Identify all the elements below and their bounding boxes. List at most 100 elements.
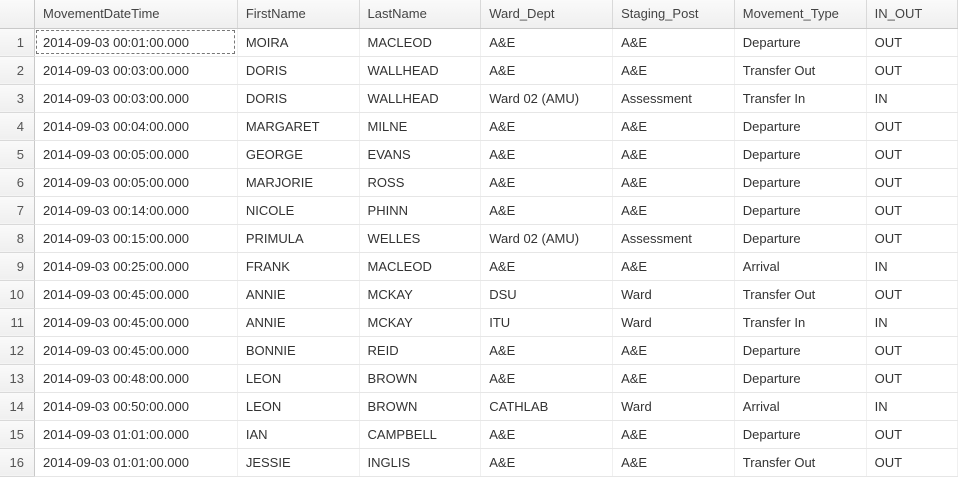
column-header-movementType[interactable]: Movement_Type bbox=[734, 0, 866, 28]
cell-wardDept[interactable]: A&E bbox=[481, 112, 613, 140]
cell-lastName[interactable]: INGLIS bbox=[359, 448, 481, 476]
cell-firstName[interactable]: LEON bbox=[237, 364, 359, 392]
cell-stagingPost[interactable]: A&E bbox=[613, 56, 735, 84]
cell-inOut[interactable]: IN bbox=[866, 252, 957, 280]
cell-movementType[interactable]: Departure bbox=[734, 140, 866, 168]
column-header-inOut[interactable]: IN_OUT bbox=[866, 0, 957, 28]
cell-firstName[interactable]: BONNIE bbox=[237, 336, 359, 364]
cell-movementDateTime[interactable]: 2014-09-03 01:01:00.000 bbox=[34, 420, 237, 448]
cell-movementDateTime[interactable]: 2014-09-03 00:50:00.000 bbox=[34, 392, 237, 420]
cell-wardDept[interactable]: A&E bbox=[481, 364, 613, 392]
row-number[interactable]: 10 bbox=[0, 280, 34, 308]
cell-inOut[interactable]: OUT bbox=[866, 336, 957, 364]
cell-inOut[interactable]: OUT bbox=[866, 28, 957, 56]
table-row[interactable]: 162014-09-03 01:01:00.000JESSIEINGLISA&E… bbox=[0, 448, 958, 476]
cell-inOut[interactable]: OUT bbox=[866, 140, 957, 168]
cell-stagingPost[interactable]: Ward bbox=[613, 392, 735, 420]
cell-lastName[interactable]: WELLES bbox=[359, 224, 481, 252]
cell-wardDept[interactable]: Ward 02 (AMU) bbox=[481, 224, 613, 252]
cell-inOut[interactable]: OUT bbox=[866, 280, 957, 308]
row-number[interactable]: 6 bbox=[0, 168, 34, 196]
cell-stagingPost[interactable]: Assessment bbox=[613, 224, 735, 252]
cell-firstName[interactable]: MARJORIE bbox=[237, 168, 359, 196]
cell-movementType[interactable]: Departure bbox=[734, 420, 866, 448]
cell-firstName[interactable]: ANNIE bbox=[237, 280, 359, 308]
cell-inOut[interactable]: OUT bbox=[866, 420, 957, 448]
results-grid[interactable]: MovementDateTimeFirstNameLastNameWard_De… bbox=[0, 0, 958, 477]
row-number[interactable]: 2 bbox=[0, 56, 34, 84]
cell-movementDateTime[interactable]: 2014-09-03 00:45:00.000 bbox=[34, 308, 237, 336]
cell-wardDept[interactable]: A&E bbox=[481, 140, 613, 168]
cell-lastName[interactable]: EVANS bbox=[359, 140, 481, 168]
cell-firstName[interactable]: NICOLE bbox=[237, 196, 359, 224]
row-number[interactable]: 3 bbox=[0, 84, 34, 112]
cell-movementType[interactable]: Departure bbox=[734, 224, 866, 252]
cell-firstName[interactable]: JESSIE bbox=[237, 448, 359, 476]
cell-movementType[interactable]: Arrival bbox=[734, 392, 866, 420]
cell-movementDateTime[interactable]: 2014-09-03 00:04:00.000 bbox=[34, 112, 237, 140]
cell-firstName[interactable]: DORIS bbox=[237, 56, 359, 84]
column-header-movementDateTime[interactable]: MovementDateTime bbox=[34, 0, 237, 28]
cell-wardDept[interactable]: A&E bbox=[481, 336, 613, 364]
row-number[interactable]: 14 bbox=[0, 392, 34, 420]
cell-stagingPost[interactable]: A&E bbox=[613, 336, 735, 364]
cell-stagingPost[interactable]: A&E bbox=[613, 420, 735, 448]
table-row[interactable]: 12014-09-03 00:01:00.000MOIRAMACLEODA&EA… bbox=[0, 28, 958, 56]
cell-lastName[interactable]: MACLEOD bbox=[359, 28, 481, 56]
cell-firstName[interactable]: IAN bbox=[237, 420, 359, 448]
cell-lastName[interactable]: MILNE bbox=[359, 112, 481, 140]
cell-lastName[interactable]: MCKAY bbox=[359, 308, 481, 336]
cell-stagingPost[interactable]: A&E bbox=[613, 168, 735, 196]
table-row[interactable]: 122014-09-03 00:45:00.000BONNIEREIDA&EA&… bbox=[0, 336, 958, 364]
cell-movementType[interactable]: Transfer In bbox=[734, 84, 866, 112]
cell-wardDept[interactable]: A&E bbox=[481, 56, 613, 84]
row-number[interactable]: 7 bbox=[0, 196, 34, 224]
cell-stagingPost[interactable]: A&E bbox=[613, 252, 735, 280]
cell-movementDateTime[interactable]: 2014-09-03 00:03:00.000 bbox=[34, 84, 237, 112]
cell-lastName[interactable]: MCKAY bbox=[359, 280, 481, 308]
table-row[interactable]: 42014-09-03 00:04:00.000MARGARETMILNEA&E… bbox=[0, 112, 958, 140]
cell-wardDept[interactable]: A&E bbox=[481, 196, 613, 224]
cell-movementType[interactable]: Arrival bbox=[734, 252, 866, 280]
cell-movementDateTime[interactable]: 2014-09-03 00:01:00.000 bbox=[34, 28, 237, 56]
cell-inOut[interactable]: OUT bbox=[866, 224, 957, 252]
cell-wardDept[interactable]: A&E bbox=[481, 168, 613, 196]
cell-movementType[interactable]: Departure bbox=[734, 336, 866, 364]
cell-lastName[interactable]: WALLHEAD bbox=[359, 84, 481, 112]
cell-movementType[interactable]: Departure bbox=[734, 364, 866, 392]
cell-movementDateTime[interactable]: 2014-09-03 00:15:00.000 bbox=[34, 224, 237, 252]
cell-stagingPost[interactable]: Assessment bbox=[613, 84, 735, 112]
cell-inOut[interactable]: OUT bbox=[866, 196, 957, 224]
cell-movementDateTime[interactable]: 2014-09-03 00:05:00.000 bbox=[34, 140, 237, 168]
cell-inOut[interactable]: IN bbox=[866, 392, 957, 420]
table-row[interactable]: 132014-09-03 00:48:00.000LEONBROWNA&EA&E… bbox=[0, 364, 958, 392]
cell-inOut[interactable]: OUT bbox=[866, 112, 957, 140]
cell-wardDept[interactable]: ITU bbox=[481, 308, 613, 336]
table-row[interactable]: 82014-09-03 00:15:00.000PRIMULAWELLESWar… bbox=[0, 224, 958, 252]
cell-inOut[interactable]: IN bbox=[866, 308, 957, 336]
cell-wardDept[interactable]: A&E bbox=[481, 420, 613, 448]
cell-movementDateTime[interactable]: 2014-09-03 00:25:00.000 bbox=[34, 252, 237, 280]
cell-stagingPost[interactable]: Ward bbox=[613, 280, 735, 308]
table-row[interactable]: 102014-09-03 00:45:00.000ANNIEMCKAYDSUWa… bbox=[0, 280, 958, 308]
cell-lastName[interactable]: BROWN bbox=[359, 364, 481, 392]
table-row[interactable]: 32014-09-03 00:03:00.000DORISWALLHEADWar… bbox=[0, 84, 958, 112]
column-header-stagingPost[interactable]: Staging_Post bbox=[613, 0, 735, 28]
cell-movementDateTime[interactable]: 2014-09-03 01:01:00.000 bbox=[34, 448, 237, 476]
cell-firstName[interactable]: LEON bbox=[237, 392, 359, 420]
cell-lastName[interactable]: CAMPBELL bbox=[359, 420, 481, 448]
row-number[interactable]: 1 bbox=[0, 28, 34, 56]
row-number[interactable]: 11 bbox=[0, 308, 34, 336]
cell-firstName[interactable]: FRANK bbox=[237, 252, 359, 280]
cell-wardDept[interactable]: DSU bbox=[481, 280, 613, 308]
table-row[interactable]: 62014-09-03 00:05:00.000MARJORIEROSSA&EA… bbox=[0, 168, 958, 196]
table-row[interactable]: 92014-09-03 00:25:00.000FRANKMACLEODA&EA… bbox=[0, 252, 958, 280]
cell-movementDateTime[interactable]: 2014-09-03 00:45:00.000 bbox=[34, 336, 237, 364]
table-row[interactable]: 22014-09-03 00:03:00.000DORISWALLHEADA&E… bbox=[0, 56, 958, 84]
table-row[interactable]: 152014-09-03 01:01:00.000IANCAMPBELLA&EA… bbox=[0, 420, 958, 448]
cell-movementType[interactable]: Departure bbox=[734, 112, 866, 140]
table-row[interactable]: 112014-09-03 00:45:00.000ANNIEMCKAYITUWa… bbox=[0, 308, 958, 336]
row-number[interactable]: 15 bbox=[0, 420, 34, 448]
cell-movementType[interactable]: Departure bbox=[734, 168, 866, 196]
column-header-lastName[interactable]: LastName bbox=[359, 0, 481, 28]
